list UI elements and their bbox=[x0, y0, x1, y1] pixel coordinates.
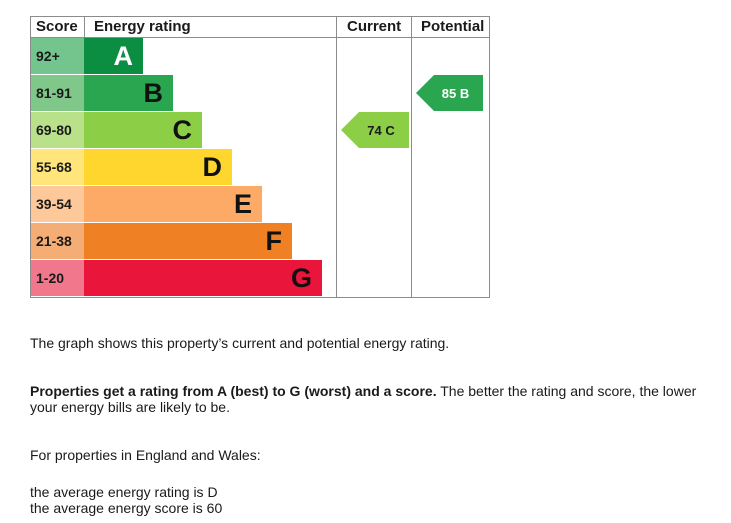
rating-letter-g: G bbox=[290, 262, 312, 293]
rating-bar-a: A bbox=[84, 38, 143, 74]
rating-bar-g: G bbox=[84, 260, 322, 296]
rating-letter-b: B bbox=[143, 77, 164, 108]
rating-bar-b: B bbox=[84, 75, 173, 111]
score-range-a: 92+ bbox=[31, 38, 84, 74]
epc-chart: Score Energy rating Current Potential 92… bbox=[30, 16, 490, 298]
rating-letter-f: F bbox=[265, 225, 283, 256]
region-text: For properties in England and Wales: bbox=[30, 447, 261, 463]
rating-letter-a: A bbox=[113, 40, 134, 71]
score-range-e: 39-54 bbox=[31, 186, 84, 222]
header-divider bbox=[31, 37, 489, 38]
intro-text: The graph shows this property’s current … bbox=[30, 335, 450, 351]
current-rating-arrow: 74 C bbox=[341, 112, 409, 148]
rating-bar-e: E bbox=[84, 186, 262, 222]
potential-column-divider bbox=[411, 17, 412, 297]
potential-header: Potential bbox=[421, 18, 485, 35]
current-column-divider bbox=[336, 17, 337, 297]
rating-bar-d: D bbox=[84, 149, 232, 185]
rating-bar-f: F bbox=[84, 223, 292, 259]
rating-explanation: Properties get a rating from A (best) to… bbox=[30, 383, 720, 415]
rating-explanation-rest: The better the rating and score, the low… bbox=[30, 383, 697, 415]
rating-bar-c: C bbox=[84, 112, 202, 148]
potential-rating-arrow: 85 B bbox=[416, 75, 483, 111]
rating-letter-e: E bbox=[233, 188, 252, 219]
score-column-divider bbox=[84, 17, 85, 37]
rating-letter-c: C bbox=[172, 114, 193, 145]
score-range-c: 69-80 bbox=[31, 112, 84, 148]
energy-rating-header: Energy rating bbox=[94, 18, 191, 35]
score-header: Score bbox=[36, 18, 78, 35]
average-rating-text: the average energy rating is D bbox=[30, 484, 218, 500]
score-range-d: 55-68 bbox=[31, 149, 84, 185]
score-range-g: 1-20 bbox=[31, 260, 84, 296]
rating-letter-d: D bbox=[202, 151, 223, 182]
current-header: Current bbox=[347, 18, 402, 35]
score-range-b: 81-91 bbox=[31, 75, 84, 111]
score-range-f: 21-38 bbox=[31, 223, 84, 259]
average-score-text: the average energy score is 60 bbox=[30, 500, 223, 516]
rating-explanation-bold: Properties get a rating from A (best) to… bbox=[30, 383, 437, 399]
